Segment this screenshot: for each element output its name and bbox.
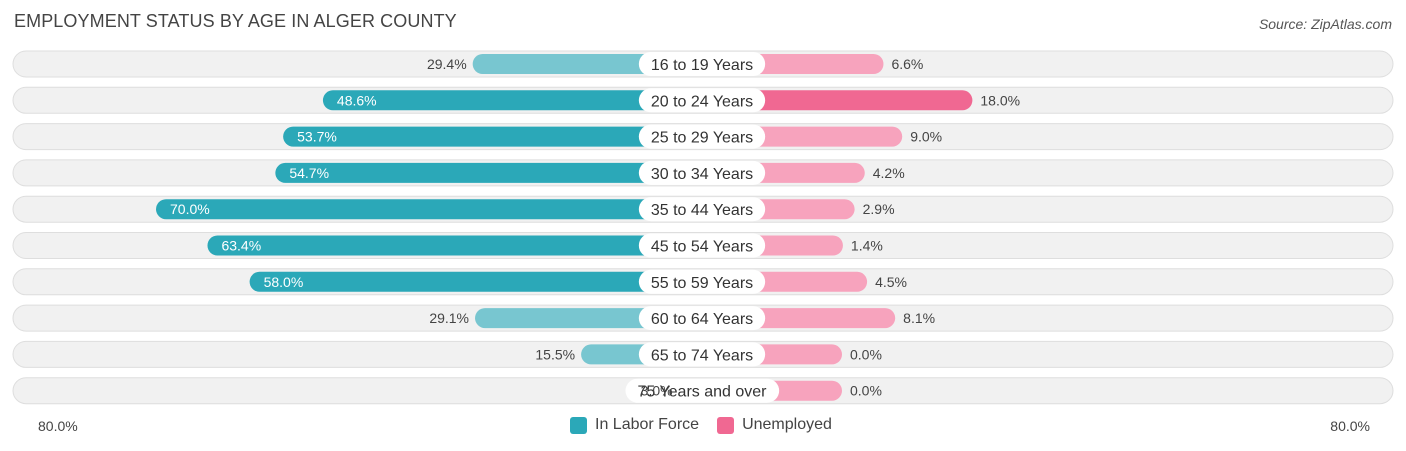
category-label-pill — [638, 160, 766, 185]
category-label: 35 to 44 Years — [651, 202, 753, 219]
legend-swatch-unemployed — [717, 416, 735, 434]
category-label: 25 to 29 Years — [651, 130, 753, 147]
value-label-labor-force: 29.1% — [429, 310, 469, 326]
legend-item-labor-force: In Labor Force — [570, 416, 699, 434]
category-label-pill — [638, 124, 766, 149]
value-label-labor-force: 29.4% — [427, 56, 467, 72]
bar-labor-force — [322, 90, 702, 111]
legend: In Labor Force Unemployed — [570, 416, 850, 434]
category-label: 30 to 34 Years — [651, 166, 753, 183]
value-label-unemployed: 9.0% — [910, 129, 942, 145]
value-label-unemployed: 2.9% — [863, 201, 895, 217]
category-label-pill — [638, 233, 766, 258]
value-label-labor-force: 58.0% — [264, 274, 304, 290]
category-label-pill — [638, 197, 766, 222]
legend-item-unemployed: Unemployed — [717, 416, 832, 434]
chart-area: 16 to 19 Years 29.4% 6.6% 20 to 24 Years 48.… — [12, 50, 1394, 405]
value-label-labor-force: 63.4% — [221, 238, 261, 254]
axis-right-label: 80.0% — [1330, 418, 1370, 434]
bar-unemployed — [702, 90, 973, 111]
value-label-labor-force: 54.7% — [289, 165, 329, 181]
value-label-unemployed: 0.0% — [850, 383, 882, 399]
category-label-pill — [638, 52, 766, 76]
value-label-unemployed: 4.2% — [873, 165, 905, 181]
legend-label-labor-force: In Labor Force — [595, 416, 700, 433]
category-label-pill — [638, 269, 766, 294]
value-label-labor-force: 70.0% — [170, 201, 210, 217]
bar-labor-force — [275, 162, 702, 183]
value-label-unemployed: 0.0% — [850, 346, 882, 362]
value-label-unemployed: 8.1% — [903, 310, 935, 326]
category-label: 75 Years and over — [638, 384, 768, 401]
legend-label-unemployed: Unemployed — [742, 416, 832, 433]
legend-swatch-labor-force — [570, 416, 587, 434]
chart-title: EMPLOYMENT STATUS BY AGE IN ALGER COUNTY — [14, 11, 457, 31]
category-label-pill — [625, 378, 780, 403]
category-label: 65 to 74 Years — [651, 347, 753, 364]
category-label-pill — [638, 88, 766, 113]
bar-labor-force — [249, 271, 702, 292]
value-label-labor-force: 48.6% — [337, 92, 377, 108]
value-label-unemployed: 4.5% — [875, 274, 907, 290]
value-label-labor-force: 3.0% — [641, 383, 673, 399]
value-label-unemployed: 1.4% — [851, 238, 883, 254]
bar-labor-force — [156, 199, 702, 220]
value-label-labor-force: 53.7% — [297, 129, 337, 145]
value-label-unemployed: 6.6% — [891, 56, 923, 72]
category-label: 60 to 64 Years — [651, 311, 753, 328]
bar-labor-force — [207, 235, 703, 256]
value-label-unemployed: 18.0% — [980, 92, 1020, 108]
category-label: 45 to 54 Years — [651, 239, 753, 256]
category-label-pill — [638, 342, 766, 367]
category-label: 16 to 19 Years — [651, 57, 753, 74]
category-label: 20 to 24 Years — [651, 93, 753, 110]
value-label-labor-force: 15.5% — [535, 346, 575, 362]
axis-left-label: 80.0% — [38, 418, 78, 434]
chart-source: Source: ZipAtlas.com — [1258, 16, 1392, 32]
category-label: 55 to 59 Years — [651, 275, 753, 292]
category-label-pill — [638, 306, 766, 331]
bar-labor-force — [283, 126, 702, 147]
